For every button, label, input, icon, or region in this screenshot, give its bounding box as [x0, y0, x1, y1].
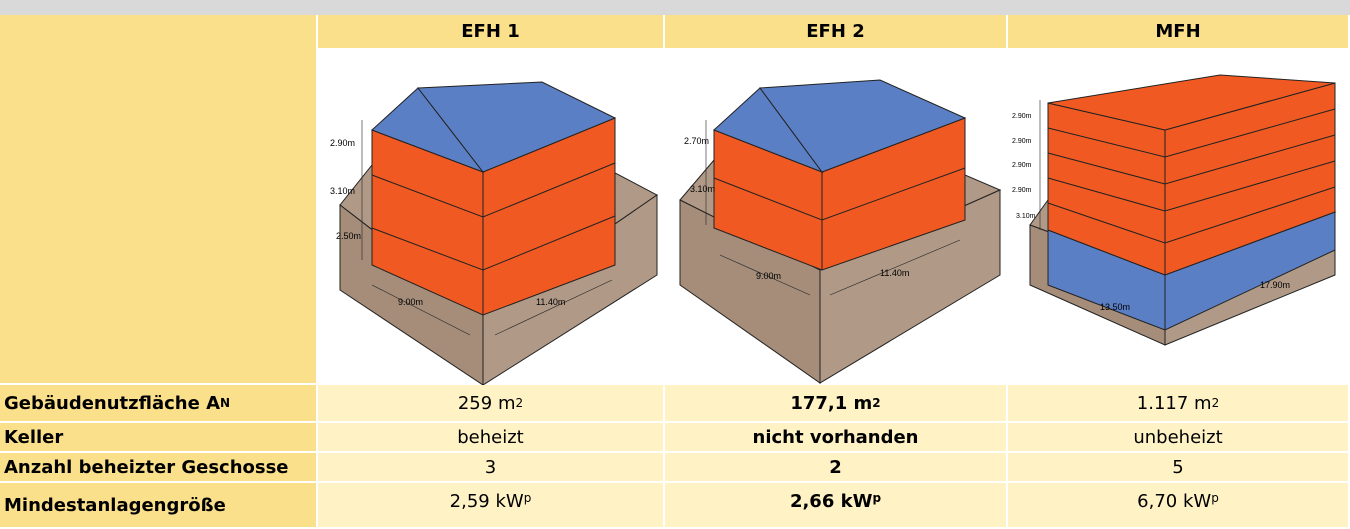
cell-sup: 2 [872, 396, 881, 410]
cell-sub: p [1211, 491, 1219, 505]
column-header: MFH [1008, 15, 1350, 48]
figure-frame [318, 48, 1350, 385]
figures: 2.90m 3.10m 2.50m 9.00m 11.40m 2.70m 3.10m 9.00… [330, 74, 1337, 385]
dimension-label: 11.40m [536, 297, 565, 307]
table-cell: nicht vorhanden [665, 423, 1008, 453]
dimension-label: 2.90m [1012, 187, 1032, 194]
dimension-label: 3.10m [330, 186, 355, 196]
row-label: Keller [0, 423, 318, 453]
dimension-label: 11.40m [880, 268, 909, 278]
dimension-label: 2.70m [684, 136, 709, 146]
row-label: Anzahl beheizter Geschosse [0, 453, 318, 483]
cell-sup: 2 [1211, 396, 1220, 410]
top-band [0, 0, 1350, 15]
table-cell: 3 [318, 453, 665, 483]
table-cell: unbeheizt [1008, 423, 1350, 453]
dimension-label: 17.90m [1260, 280, 1290, 290]
dimension-label: 3.10m [1016, 213, 1036, 220]
cell-text: 2,59 kW [449, 491, 524, 512]
label-sub: N [220, 396, 231, 410]
cell-text: 1.117 m [1136, 392, 1212, 414]
dimension-label: 2.90m [330, 138, 355, 148]
label-text: Mindestanlagengröße [4, 494, 226, 516]
dimension-label: 2.90m [1012, 138, 1032, 145]
label-text: Anzahl beheizter Geschosse [4, 456, 289, 478]
dimension-label: 9.00m [398, 297, 423, 307]
column-header: EFH 1 [318, 15, 665, 48]
dimension-label: 9.00m [756, 271, 781, 281]
cell-sub: p [872, 491, 882, 505]
table-cell: beheizt [318, 423, 665, 453]
cell-text: unbeheizt [1133, 426, 1223, 448]
cell-text: 177,1 m [790, 392, 873, 414]
table-cell: 2,59 kW p [318, 483, 665, 529]
cell-sup: 2 [515, 396, 524, 410]
table-cell: 2,66 kW p [665, 483, 1008, 529]
cell-text: beheizt [457, 426, 524, 448]
dimension-label: 3.10m [690, 184, 715, 194]
cell-text: nicht vorhanden [752, 426, 919, 448]
cell-text: 3 [484, 456, 497, 478]
row-label: Mindestanlagengröße [0, 483, 318, 529]
cell-text: 5 [1172, 456, 1184, 478]
column-header: EFH 2 [665, 15, 1008, 48]
dimension-label: 13.50m [1100, 302, 1130, 312]
label-text: Gebäudenutzfläche A [4, 392, 221, 414]
table-cell: 2 [665, 453, 1008, 483]
cell-text: 2,66 kW [789, 491, 873, 512]
cell-sub: p [523, 491, 532, 505]
dimension-label: 2.90m [1012, 113, 1032, 120]
cell-text: 6,70 kW [1137, 491, 1212, 512]
cell-text: 259 m [457, 392, 516, 414]
label-text: Keller [4, 426, 64, 448]
table-cell: 6,70 kW p [1008, 483, 1350, 529]
cell-text: 2 [829, 456, 842, 478]
dimension-label: 2.50m [336, 231, 361, 241]
corner-cell [0, 15, 318, 385]
table-cell: 5 [1008, 453, 1350, 483]
dimension-label: 2.90m [1012, 162, 1032, 169]
